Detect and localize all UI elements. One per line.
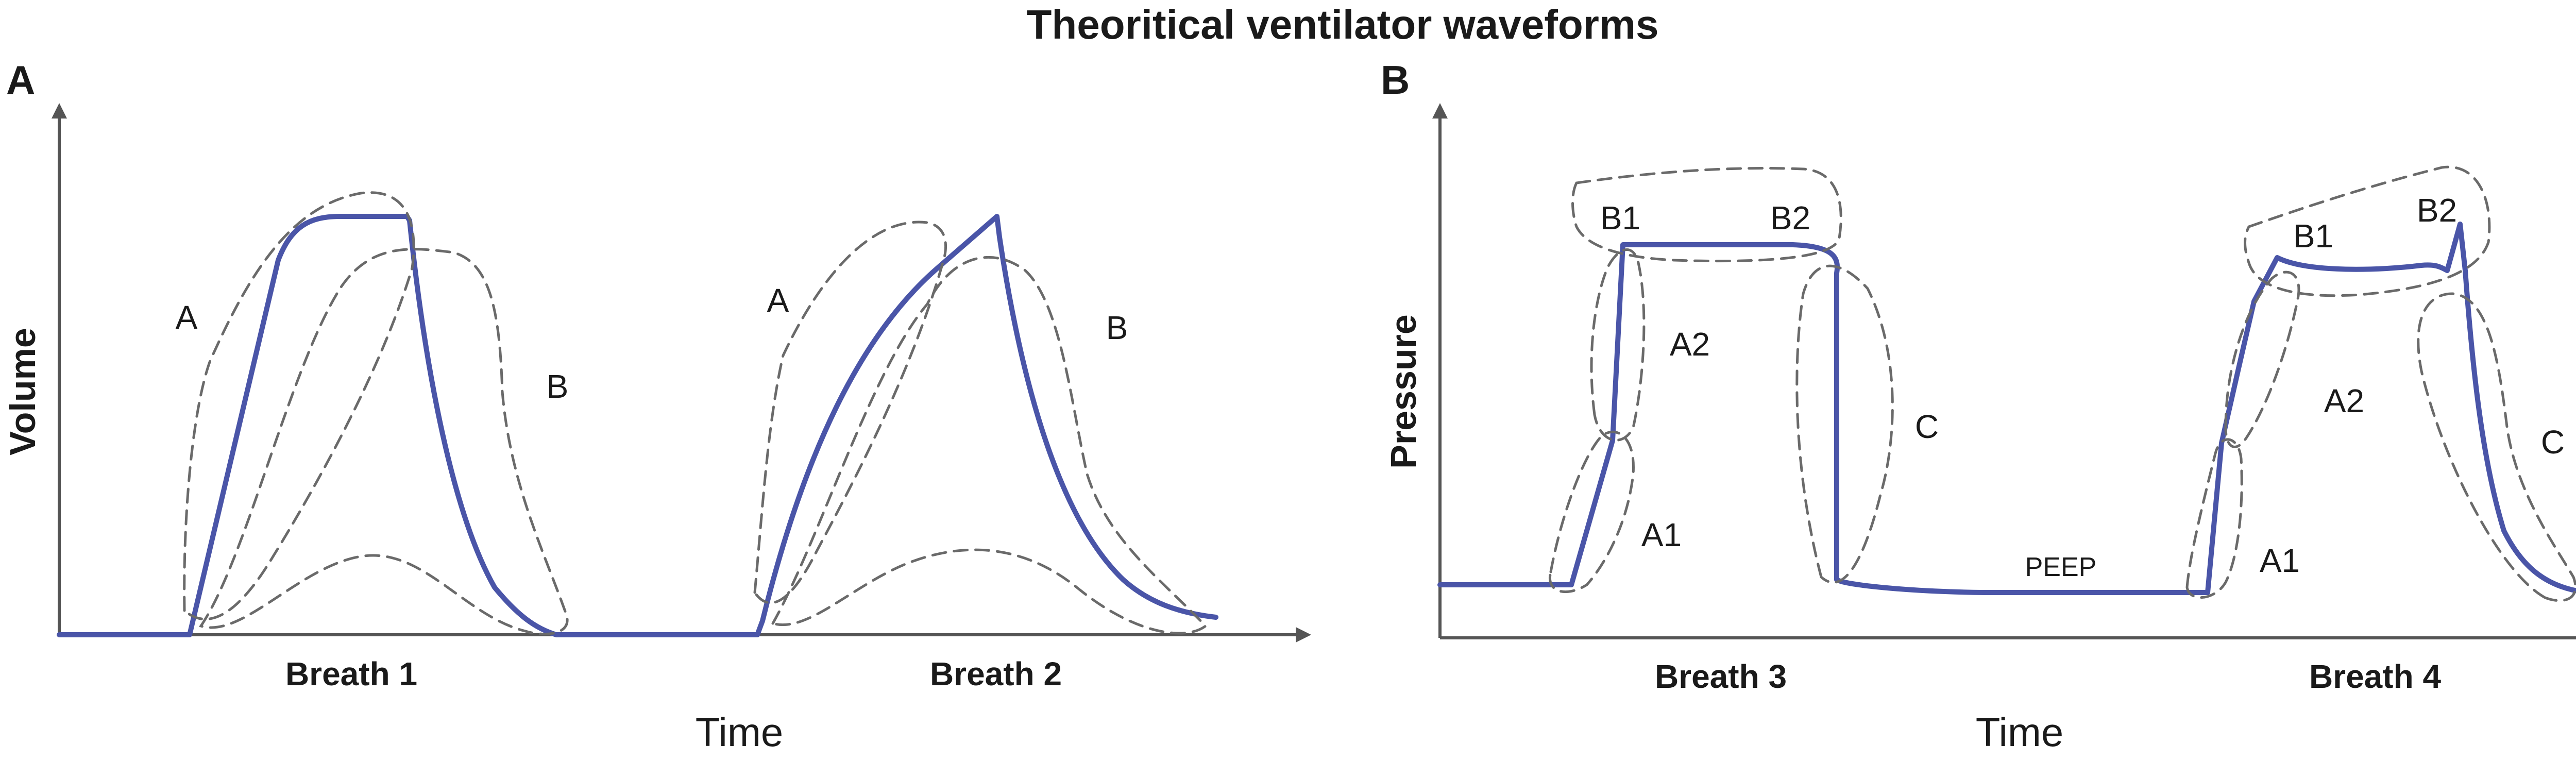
breath-3-region-b1-label: B1 (1600, 199, 1640, 236)
breath-1-region-a-label: A (176, 299, 198, 336)
figure-title: Theoritical ventilator waveforms (1026, 2, 1658, 47)
breath-1-region-b-label: B (547, 368, 569, 405)
breath-2-region-a-label: A (767, 282, 789, 319)
breath-4-region-b2-label: B2 (2417, 192, 2457, 229)
panel-a-breath-2-label: Breath 2 (930, 655, 1062, 692)
volume-waveform (57, 214, 1218, 637)
breath-4-region-a1-outline (2185, 438, 2243, 599)
breath-3-region-a2-label: A2 (1670, 326, 1710, 363)
panel-a-y-label: Volume (3, 328, 43, 455)
breath-4-region-c-outline (2417, 292, 2576, 602)
breath-3-region-a1-label: A1 (1641, 516, 1682, 553)
breath-1-region-a-outline (183, 191, 415, 621)
panel-b: B Pressure Time Breath 3 Breath 4 B1 B2 … (1381, 57, 2576, 755)
breath-1-region-b-outline (199, 248, 569, 636)
breath-3-region-b2-label: B2 (1770, 199, 1810, 236)
panel-b-letter: B (1381, 57, 1410, 103)
breath-2-region-a-outline (753, 221, 947, 604)
breath-4-region-b1b2-outline (2244, 165, 2491, 297)
breath-3-region-a1-outline (1549, 430, 1635, 594)
breath-4-region-c-label: C (2541, 424, 2565, 461)
panel-a-x-label: Time (696, 709, 783, 755)
breath-3-region-b1b2-outline (1571, 167, 1842, 263)
breath-4-region-b1-label: B1 (2293, 217, 2333, 255)
breath-2-region-b-outline (771, 256, 1208, 635)
pressure-waveform (1437, 222, 2576, 595)
panel-b-x-label: Time (1976, 709, 2063, 755)
breath-4-region-a1-label: A1 (2260, 542, 2300, 579)
peep-label: PEEP (2025, 552, 2097, 582)
breath-3-region-c-label: C (1915, 408, 1939, 445)
panel-a-breath-1-label: Breath 1 (285, 655, 417, 692)
breath-3-region-a2-outline (1590, 248, 1646, 442)
panel-b-y-label: Pressure (1383, 314, 1423, 469)
breath-3-region-c-outline (1795, 264, 1894, 584)
breath-4-region-a2-label: A2 (2324, 382, 2364, 419)
panel-b-breath-3-label: Breath 3 (1655, 658, 1787, 695)
breath-2-region-b-label: B (1106, 309, 1128, 346)
breath-4-region-a2-outline (2224, 270, 2300, 448)
panel-a: A Volume Time Breath 1 Breath 2 A B A B (3, 57, 1311, 755)
panel-a-letter: A (6, 57, 35, 103)
panel-b-breath-4-label: Breath 4 (2309, 658, 2442, 695)
